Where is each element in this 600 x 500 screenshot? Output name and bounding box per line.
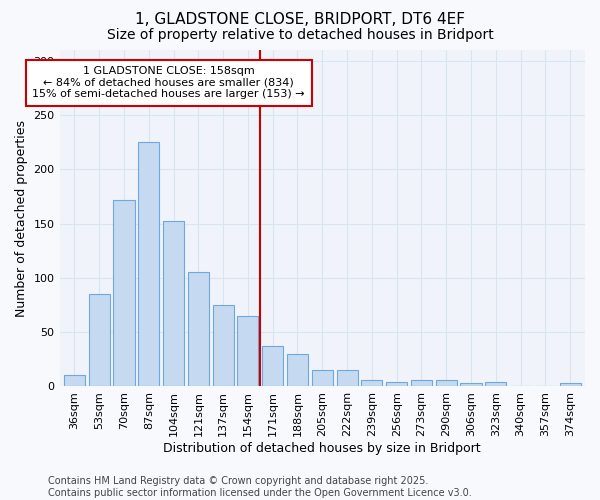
Bar <box>113 200 134 386</box>
Bar <box>436 380 457 386</box>
Bar <box>212 305 233 386</box>
Bar <box>262 346 283 387</box>
Bar <box>411 380 432 386</box>
Bar <box>386 382 407 386</box>
Text: 1 GLADSTONE CLOSE: 158sqm
← 84% of detached houses are smaller (834)
15% of semi: 1 GLADSTONE CLOSE: 158sqm ← 84% of detac… <box>32 66 305 100</box>
Bar <box>337 370 358 386</box>
Bar <box>287 354 308 386</box>
Bar <box>138 142 160 386</box>
Bar <box>188 272 209 386</box>
Text: Size of property relative to detached houses in Bridport: Size of property relative to detached ho… <box>107 28 493 42</box>
Bar <box>89 294 110 386</box>
Bar <box>485 382 506 386</box>
Y-axis label: Number of detached properties: Number of detached properties <box>15 120 28 316</box>
Bar <box>163 222 184 386</box>
Text: 1, GLADSTONE CLOSE, BRIDPORT, DT6 4EF: 1, GLADSTONE CLOSE, BRIDPORT, DT6 4EF <box>135 12 465 28</box>
Bar <box>560 383 581 386</box>
Bar <box>312 370 333 386</box>
Bar <box>238 316 259 386</box>
X-axis label: Distribution of detached houses by size in Bridport: Distribution of detached houses by size … <box>163 442 481 455</box>
Bar <box>361 380 382 386</box>
Text: Contains HM Land Registry data © Crown copyright and database right 2025.
Contai: Contains HM Land Registry data © Crown c… <box>48 476 472 498</box>
Bar <box>460 383 482 386</box>
Bar <box>64 374 85 386</box>
